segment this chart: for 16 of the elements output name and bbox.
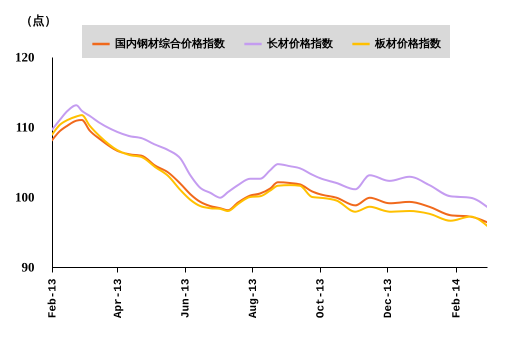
- x-tick-label: Oct-13: [315, 278, 328, 318]
- y-tick-label: 100: [15, 190, 34, 204]
- x-tick-label: Feb-14: [452, 278, 464, 318]
- x-tick-label: Apr-13: [112, 278, 125, 318]
- y-tick-label: 120: [15, 50, 34, 64]
- y-axis-title: （点）: [20, 14, 56, 28]
- x-tick-label: Dec-13: [382, 278, 395, 318]
- y-tick-label: 110: [16, 120, 34, 134]
- y-tick-label: 90: [22, 260, 34, 274]
- x-tick-label: Jun-13: [180, 278, 192, 318]
- legend-label: 长材价格指数: [266, 37, 334, 50]
- legend-label: 国内钢材综合价格指数: [115, 37, 226, 50]
- x-tick-label: Aug-13: [248, 278, 260, 318]
- line-series: [52, 104, 487, 208]
- legend-label: 板材价格指数: [374, 37, 442, 50]
- x-tick-label: Feb-13: [48, 278, 60, 318]
